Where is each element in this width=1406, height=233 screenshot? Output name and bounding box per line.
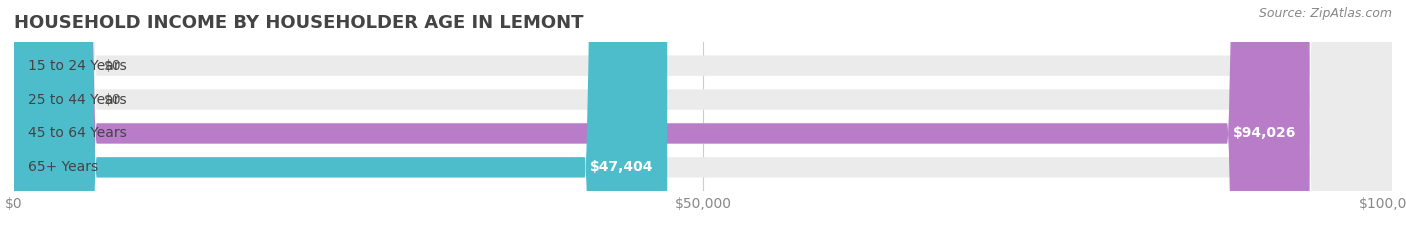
FancyBboxPatch shape [14,0,1392,233]
Text: 65+ Years: 65+ Years [28,160,98,174]
FancyBboxPatch shape [14,0,90,233]
Text: 25 to 44 Years: 25 to 44 Years [28,93,127,106]
Text: $94,026: $94,026 [1233,127,1296,140]
Text: $0: $0 [104,59,121,73]
FancyBboxPatch shape [14,0,1392,233]
Text: $47,404: $47,404 [591,160,654,174]
FancyBboxPatch shape [14,0,1392,233]
Text: HOUSEHOLD INCOME BY HOUSEHOLDER AGE IN LEMONT: HOUSEHOLD INCOME BY HOUSEHOLDER AGE IN L… [14,14,583,32]
Text: $0: $0 [104,93,121,106]
FancyBboxPatch shape [14,0,90,233]
Text: Source: ZipAtlas.com: Source: ZipAtlas.com [1258,7,1392,20]
Text: 15 to 24 Years: 15 to 24 Years [28,59,127,73]
FancyBboxPatch shape [14,0,668,233]
Text: 45 to 64 Years: 45 to 64 Years [28,127,127,140]
FancyBboxPatch shape [14,0,1392,233]
FancyBboxPatch shape [14,0,1309,233]
